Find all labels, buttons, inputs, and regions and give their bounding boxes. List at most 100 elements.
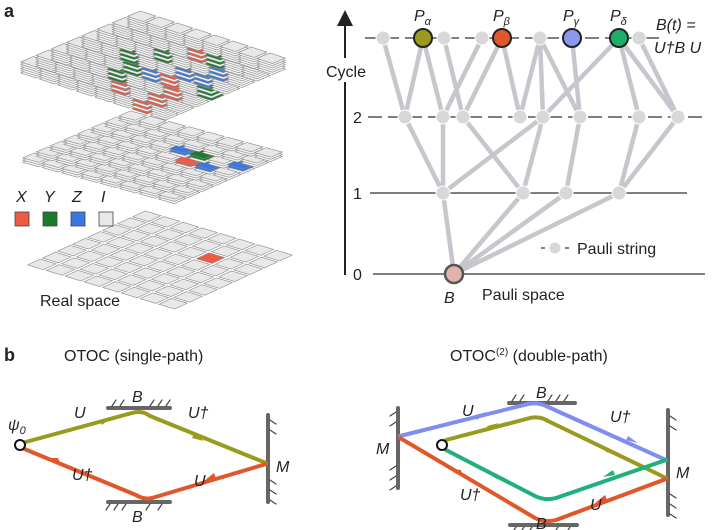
svg-text:Pδ: Pδ <box>610 8 628 28</box>
tile-i <box>161 253 192 265</box>
tile-i <box>158 241 189 253</box>
tile-i <box>210 245 241 257</box>
tile-i <box>206 233 237 245</box>
tile-i <box>199 265 230 277</box>
tile-i <box>137 115 168 126</box>
pauli-string-node <box>631 109 647 125</box>
tree-edge <box>402 35 426 120</box>
tree-edge <box>537 35 546 120</box>
svg-text:Pβ: Pβ <box>493 8 511 28</box>
pauli-string-node <box>474 30 490 46</box>
svg-text:B: B <box>132 389 143 406</box>
svg-text:U†: U† <box>188 405 209 422</box>
tile-i <box>113 261 144 274</box>
svg-text:X: X <box>15 189 28 206</box>
tile-i <box>154 285 185 297</box>
tile-i <box>56 245 87 257</box>
svg-text:B: B <box>536 385 547 402</box>
tick-0: 0 <box>353 267 362 284</box>
top-string-labels: Pα Pβ Pγ Pδ <box>414 8 628 28</box>
tile-i <box>124 242 155 254</box>
highlighted-pauli-string-4 <box>609 28 629 48</box>
svg-text:U: U <box>590 497 602 514</box>
tile-i <box>195 131 226 142</box>
svg-text:U: U <box>194 473 206 490</box>
tile-i <box>253 147 284 158</box>
tile-i <box>150 216 181 228</box>
tile-i <box>143 248 174 260</box>
tile-i <box>45 264 76 276</box>
tree-edge <box>440 190 457 277</box>
tile-i <box>173 291 204 303</box>
tile-i <box>101 224 132 236</box>
tile-i <box>188 284 219 296</box>
tile-i <box>116 274 147 286</box>
backward-path <box>20 446 268 501</box>
tree-edge <box>380 35 408 120</box>
evolution-label-1: B(t) = <box>656 17 696 34</box>
tree-edge <box>616 35 642 120</box>
tile-i <box>188 227 219 239</box>
tile-i <box>163 22 194 34</box>
pauli-string-node <box>558 185 574 201</box>
tile-i <box>154 228 185 240</box>
forward-path-2 <box>398 401 668 462</box>
highlighted-pauli-string-1 <box>413 28 433 48</box>
svg-text:B: B <box>536 516 547 530</box>
tile-i <box>146 260 177 272</box>
pauli-string-node <box>631 30 647 46</box>
tree-edge <box>451 190 622 277</box>
cycle-axis-label: Cycle <box>326 64 366 81</box>
initial-state-icon <box>436 439 448 451</box>
tile-i <box>139 292 170 304</box>
tree-edge <box>636 35 681 120</box>
tile-i <box>169 221 200 234</box>
tile-i <box>26 258 57 270</box>
tile-i <box>214 258 245 270</box>
svg-text:B: B <box>132 509 143 526</box>
tree-edge <box>616 114 642 196</box>
tile-i <box>64 270 95 282</box>
tile-i <box>105 236 136 249</box>
pauli-string-node <box>435 109 451 125</box>
tree-edge <box>402 114 446 196</box>
pauli-string-legend: Pauli string <box>541 241 656 258</box>
tree-edge <box>569 35 583 120</box>
tile-i <box>120 286 151 299</box>
legend-z-swatch <box>70 211 86 227</box>
tile-i <box>120 230 151 242</box>
pauli-string-node <box>535 109 551 125</box>
tile-i <box>101 281 132 293</box>
tile-i <box>219 40 250 52</box>
pauli-legend: X Y Z I <box>14 189 114 227</box>
initial-state-icon <box>14 439 26 451</box>
tile-i <box>184 271 215 284</box>
tile-i <box>248 256 279 269</box>
tile-layer <box>21 110 284 204</box>
tile-layer <box>26 210 294 310</box>
tree-edge <box>451 190 526 277</box>
tile-i <box>218 270 249 282</box>
pauli-string-node <box>512 109 528 125</box>
svg-text:ψ0: ψ0 <box>8 417 27 437</box>
tile-i <box>126 10 157 22</box>
pauli-string-node <box>532 30 548 46</box>
tile-i <box>180 259 211 271</box>
tile-i <box>263 250 294 262</box>
tile-i <box>117 110 148 121</box>
tile-i <box>158 298 189 310</box>
svg-text:Y: Y <box>44 189 56 206</box>
pauli-string-node <box>375 30 391 46</box>
tile-x <box>195 252 226 264</box>
tree-edge <box>451 190 569 277</box>
tree-edge <box>616 114 681 196</box>
double-path-title: OTOC(2) (double-path) <box>450 347 608 365</box>
operator-b-label: B <box>444 290 455 307</box>
pauli-string-node <box>670 109 686 125</box>
tree-edge <box>563 114 583 196</box>
tile-i <box>41 251 72 264</box>
tile-i <box>225 238 256 250</box>
tile-i <box>145 16 176 28</box>
tree-edge <box>520 114 546 196</box>
